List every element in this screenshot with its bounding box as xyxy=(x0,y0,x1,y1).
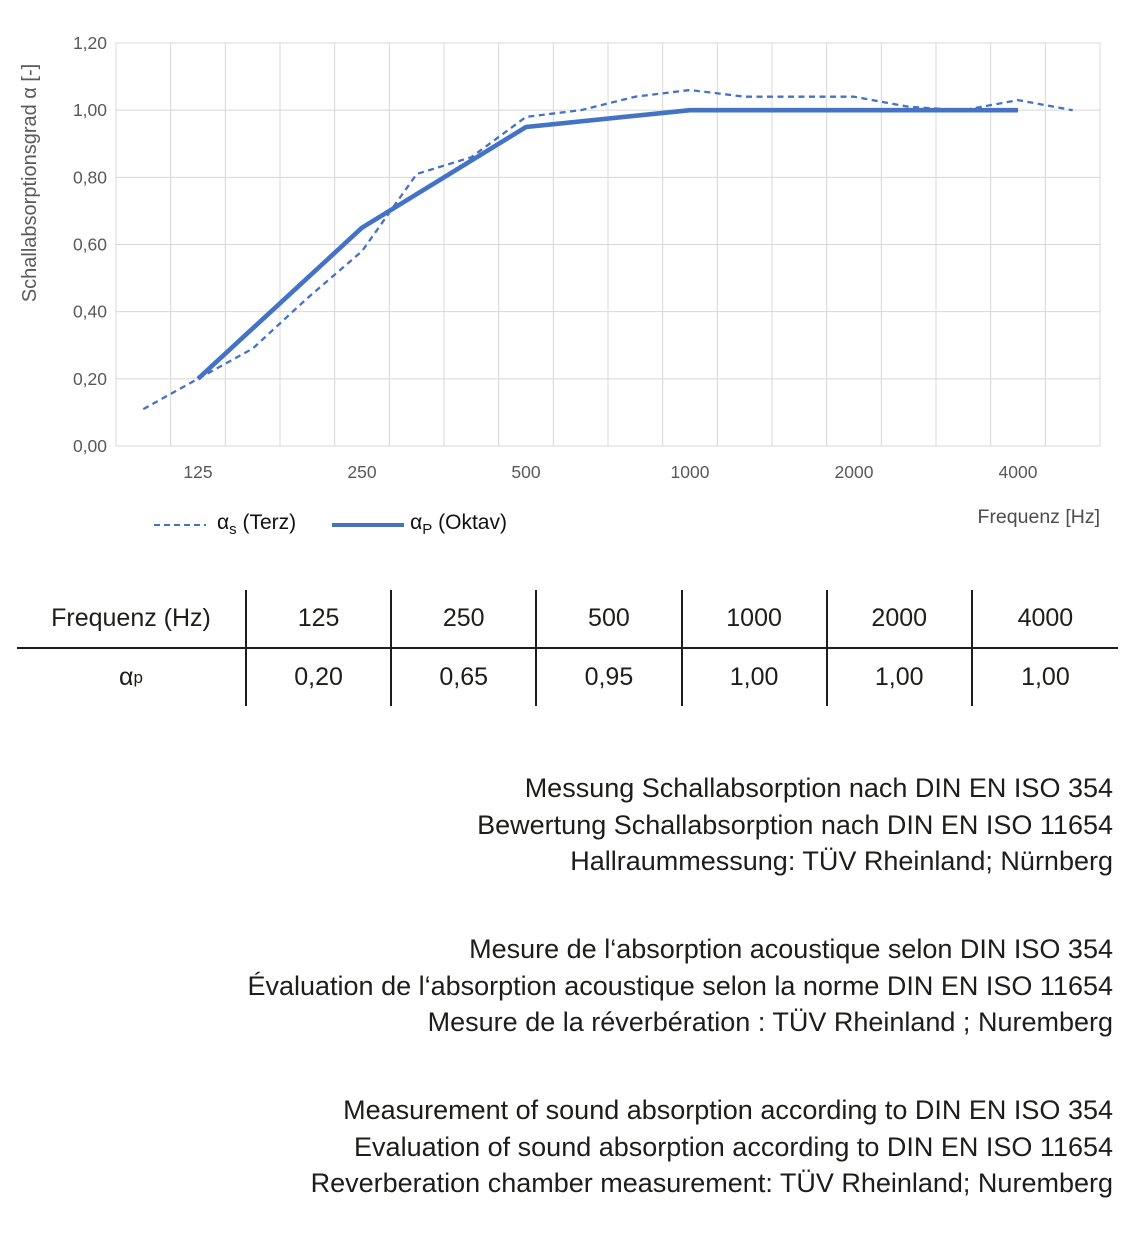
table-header-4000: 4000 xyxy=(972,590,1118,649)
table-header-500: 500 xyxy=(537,590,683,649)
absorption-line-chart: 1,20 1,00 0,80 0,60 0,40 0,20 0,00 125 250 500 100… xyxy=(19,33,1101,482)
x-tick-label: 500 xyxy=(511,462,540,482)
legend-text: (Terz) xyxy=(236,511,297,535)
note-line: Reverberation chamber measurement: TÜV R… xyxy=(310,1168,1113,1198)
y-tick-label: 0,60 xyxy=(73,235,107,255)
x-tick-label: 1000 xyxy=(671,462,710,482)
x-tick-label: 250 xyxy=(347,462,376,482)
note-line: Hallraummessung: TÜV Rheinland; Nürnberg xyxy=(570,846,1113,876)
note-line: Mesure de l‘absorption acoustique selon … xyxy=(469,934,1113,964)
y-tick-label: 0,40 xyxy=(73,302,107,322)
note-line: Bewertung Schallabsorption nach DIN EN I… xyxy=(477,809,1113,840)
alpha-subscript: p xyxy=(133,667,143,687)
alpha-subscript: s xyxy=(229,521,237,539)
table-value-4000: 1,00 xyxy=(1021,663,1070,691)
x-tick-label: 4000 xyxy=(999,462,1038,482)
notes-english: Measurement of sound absorption accordin… xyxy=(311,1092,1113,1202)
legend-item-oktav: αP (Oktav) xyxy=(332,511,507,539)
x-tick-label: 125 xyxy=(183,462,212,482)
x-axis-title: Frequenz [Hz] xyxy=(977,506,1100,528)
x-tick-label: 2000 xyxy=(835,462,874,482)
alpha-symbol: α xyxy=(410,511,423,535)
note-line: Messung Schallabsorption nach DIN EN ISO… xyxy=(524,773,1113,803)
alpha-symbol: α xyxy=(119,663,134,691)
table-value-1000: 1,00 xyxy=(683,649,828,706)
table-header-250: 250 xyxy=(392,590,538,649)
alpha-subscript: P xyxy=(422,521,433,539)
table-value-125: 0,20 xyxy=(247,649,393,706)
chart-gridlines xyxy=(115,42,1101,447)
legend-label-terz: αs (Terz) xyxy=(217,511,296,538)
chart-legend: αs (Terz) αP (Oktav) xyxy=(154,508,507,542)
table-value-500: 0,95 xyxy=(537,649,683,706)
table-header-1000: 1000 xyxy=(682,590,828,649)
legend-label-oktav: αP (Oktav) xyxy=(410,511,507,538)
table-header-2000: 2000 xyxy=(827,590,973,649)
y-tick-label: 0,80 xyxy=(73,167,107,187)
y-tick-label: 0,20 xyxy=(73,369,107,389)
chart-series xyxy=(142,88,1073,411)
note-line: Mesure de la réverbération : TÜV Rheinla… xyxy=(427,1007,1113,1037)
chart-tick-labels: 1,20 1,00 0,80 0,60 0,40 0,20 0,00 125 250 500 100… xyxy=(73,33,1038,482)
note-line: Evaluation of sound absorption according… xyxy=(354,1131,1113,1162)
y-axis-title: Schallabsorptionsgrad α [-] xyxy=(19,64,41,302)
note-line: Évaluation de l‘absorption acoustique se… xyxy=(247,970,1113,1001)
series-alpha-p-oktav-line xyxy=(196,107,1018,381)
series-alpha-s-terz-line xyxy=(142,88,1073,411)
y-tick-label: 1,00 xyxy=(73,100,107,120)
absorption-table: Frequenz (Hz) 125 250 500 1000 2000 4000… xyxy=(17,590,1118,706)
notes-french: Mesure de l‘absorption acoustique selon … xyxy=(247,931,1113,1041)
table-header-frequency: Frequenz (Hz) xyxy=(17,590,247,649)
table-value-250: 0,65 xyxy=(392,649,538,706)
table-header-125: 125 xyxy=(247,590,393,649)
dashed-line-sample xyxy=(154,523,206,527)
table-value-2000: 1,00 xyxy=(828,649,973,706)
legend-text: (Oktav) xyxy=(432,511,507,535)
solid-line-sample xyxy=(332,522,405,528)
note-line: Measurement of sound absorption accordin… xyxy=(343,1095,1113,1125)
alpha-symbol: α xyxy=(217,511,230,535)
y-tick-label: 0,00 xyxy=(73,436,107,456)
y-tick-label: 1,20 xyxy=(73,33,107,53)
notes-german: Messung Schallabsorption nach DIN EN ISO… xyxy=(477,770,1113,880)
legend-item-terz: αs (Terz) xyxy=(154,511,296,539)
